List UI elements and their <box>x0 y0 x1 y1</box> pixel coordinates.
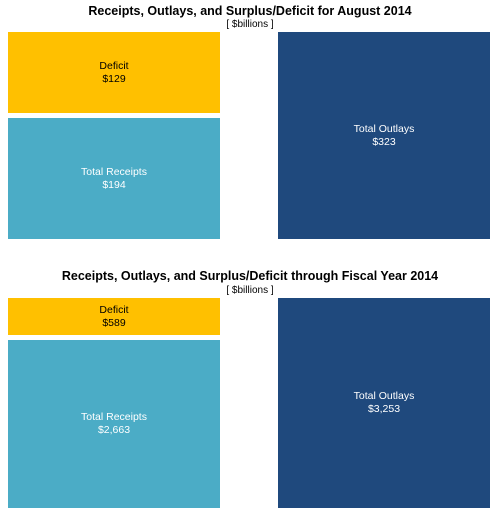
chart-1-deficit-box: Deficit $129 <box>8 32 220 113</box>
chart-1-deficit-name: Deficit <box>99 60 129 72</box>
chart-2-outlays-label: Total Outlays $3,253 <box>278 390 490 416</box>
chart-2-receipts-label: Total Receipts $2,663 <box>8 411 220 437</box>
chart-1-receipts-name: Total Receipts <box>81 166 147 178</box>
chart-1-subtitle: [ $billions ] <box>226 19 274 30</box>
chart-2-deficit-label: Deficit $589 <box>8 304 220 330</box>
chart-2-outlays-value: $3,253 <box>367 403 401 415</box>
chart-2-outlays-box: Total Outlays $3,253 <box>278 298 490 508</box>
chart-2-receipts-name: Total Receipts <box>81 411 147 423</box>
chart-1-receipts-label: Total Receipts $194 <box>8 166 220 192</box>
chart-1-outlays-label: Total Outlays $323 <box>278 123 490 149</box>
chart-2-receipts-box: Total Receipts $2,663 <box>8 340 220 508</box>
chart-2-deficit-name: Deficit <box>99 304 129 316</box>
chart-1-receipts-value: $194 <box>102 179 126 191</box>
chart-1-receipts-box: Total Receipts $194 <box>8 118 220 239</box>
chart-2-deficit-box: Deficit $589 <box>8 298 220 335</box>
chart-2-subtitle: [ $billions ] <box>226 285 274 296</box>
chart-2-receipts-value: $2,663 <box>97 424 131 436</box>
chart-2-title: Receipts, Outlays, and Surplus/Deficit t… <box>61 269 439 283</box>
chart-2-deficit-value: $589 <box>102 317 126 329</box>
chart-1-outlays-name: Total Outlays <box>353 123 415 135</box>
chart-1-outlays-box: Total Outlays $323 <box>278 32 490 239</box>
chart-1-deficit-label: Deficit $129 <box>8 60 220 86</box>
chart-2-outlays-name: Total Outlays <box>353 390 415 402</box>
chart-1-title: Receipts, Outlays, and Surplus/Deficit f… <box>88 4 412 18</box>
chart-1-outlays-value: $323 <box>372 136 396 148</box>
chart-1-deficit-value: $129 <box>102 73 126 85</box>
